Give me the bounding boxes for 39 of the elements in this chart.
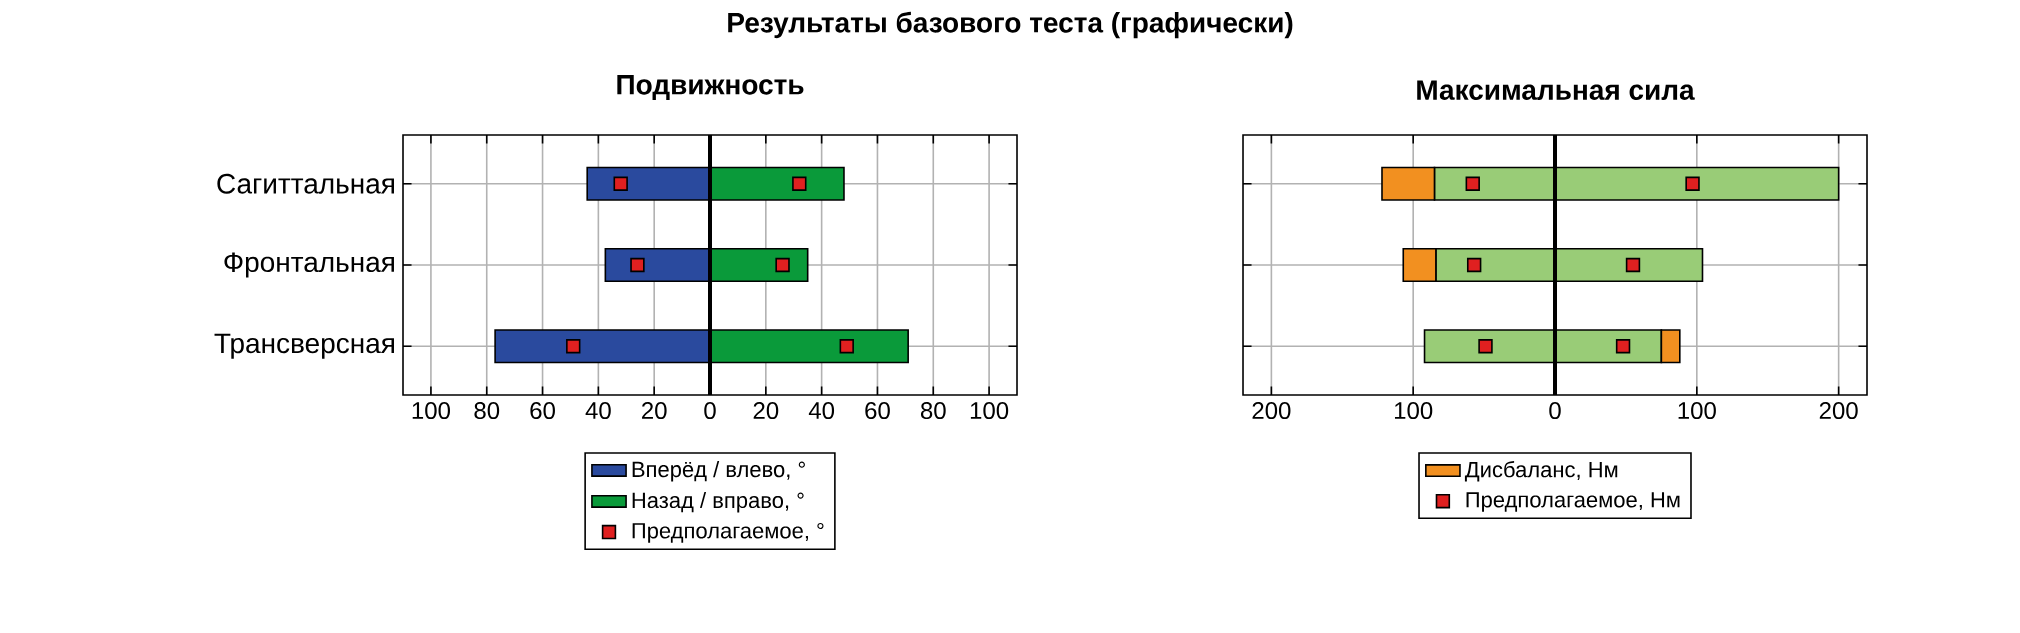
point	[1465, 176, 1480, 191]
point	[613, 176, 628, 191]
legend-label: Предполагаемое, Нм	[1466, 492, 1680, 512]
x-tick-label: 0	[704, 402, 716, 420]
x-tick-label: 200	[1252, 402, 1291, 420]
legend-label: Назад / вправо, °	[632, 491, 804, 513]
x-tick-label: 60	[865, 402, 890, 420]
x-tick-label: 100	[412, 402, 450, 420]
point	[1478, 339, 1493, 354]
x-tick-label: 80	[474, 402, 500, 420]
point	[1615, 339, 1631, 354]
x-tick-label: 20	[642, 402, 667, 420]
y-tick-label: Фронтальная	[224, 252, 394, 278]
text: Результаты базового теста (графически)	[728, 11, 1293, 39]
x-tick-label: 100	[970, 402, 1009, 420]
x-tick-label: 0	[1549, 402, 1561, 420]
x-tick-label: 100	[1394, 402, 1433, 420]
y-tick-label: Трансверсная	[214, 333, 394, 359]
legend-label: Вперёд / влево, °	[632, 461, 805, 482]
y-tick-label: Сагиттальная	[217, 173, 394, 194]
point	[566, 339, 581, 354]
point	[1466, 257, 1482, 273]
x-tick-label: 100	[1678, 402, 1716, 420]
point	[630, 257, 645, 273]
legend-label: Дисбаланс, Нм	[1464, 461, 1618, 482]
x-tick-label: 40	[585, 402, 611, 420]
x-tick-label: 200	[1819, 402, 1858, 420]
point	[1685, 176, 1700, 191]
legend-label: Предполагаемое, °	[632, 522, 824, 543]
x-tick-label: 20	[753, 402, 779, 420]
point	[839, 339, 854, 354]
point	[792, 176, 807, 191]
x-tick-label: 60	[530, 402, 555, 420]
x-tick-label: 80	[920, 402, 946, 420]
chart-title: Подвижность	[617, 75, 804, 100]
point	[775, 257, 790, 273]
chart-title: Максимальная сила	[1417, 80, 1695, 100]
x-tick-label: 40	[808, 402, 835, 420]
point	[1625, 257, 1641, 273]
